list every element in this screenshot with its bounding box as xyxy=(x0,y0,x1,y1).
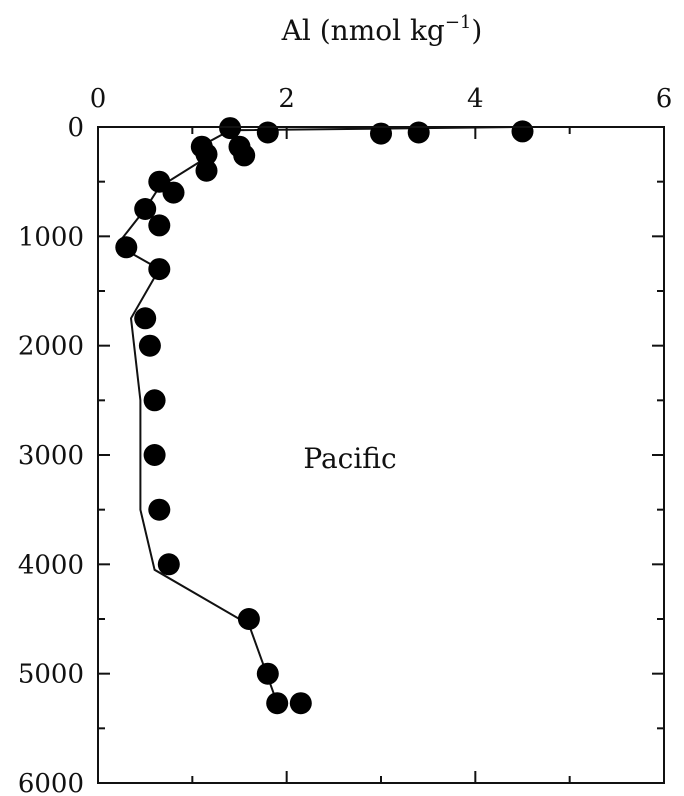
data-point xyxy=(138,334,161,357)
plot-frame xyxy=(97,126,665,784)
data-point xyxy=(233,144,256,167)
x-tick-label: 4 xyxy=(467,84,484,114)
data-point xyxy=(148,214,171,237)
data-point xyxy=(134,198,157,220)
x-tick-label: 2 xyxy=(278,84,295,114)
data-point xyxy=(134,307,157,330)
y-axis-tick-labels: 0 1000 2000 3000 4000 5000 6000 xyxy=(18,113,84,796)
data-point xyxy=(370,122,392,145)
data-point xyxy=(148,258,171,281)
title-close: ) xyxy=(471,14,482,47)
x-tick-label: 0 xyxy=(90,84,107,114)
data-point xyxy=(195,159,218,182)
data-point xyxy=(157,553,180,576)
data-point xyxy=(237,608,260,630)
data-point xyxy=(511,120,534,143)
x-tick-label: 6 xyxy=(656,84,673,114)
chart-title: Al (nmol kg−1) xyxy=(281,12,483,47)
data-point xyxy=(143,444,166,466)
data-point xyxy=(256,121,279,144)
pacific-label: Pacific xyxy=(303,442,396,475)
data-point xyxy=(289,692,312,715)
title-superscript: −1 xyxy=(445,12,472,33)
y-tick-label: 0 xyxy=(67,113,84,143)
y-tick-label: 4000 xyxy=(18,550,84,580)
data-point xyxy=(407,121,430,144)
y-tick-label: 6000 xyxy=(18,769,84,796)
data-point xyxy=(115,236,138,259)
y-tick-label: 1000 xyxy=(18,222,84,252)
data-point xyxy=(219,117,242,140)
data-point xyxy=(148,498,171,521)
y-tick-label: 5000 xyxy=(18,660,84,690)
y-tick-label: 2000 xyxy=(18,332,84,362)
data-point xyxy=(162,181,185,204)
profile-line xyxy=(115,126,523,704)
x-axis-tick-labels: 0 2 4 6 xyxy=(90,84,673,114)
data-point xyxy=(195,143,218,166)
y-tick-label: 3000 xyxy=(18,441,84,471)
data-point xyxy=(266,692,289,715)
data-points xyxy=(115,117,534,715)
data-point xyxy=(143,389,166,412)
data-point xyxy=(256,662,279,685)
